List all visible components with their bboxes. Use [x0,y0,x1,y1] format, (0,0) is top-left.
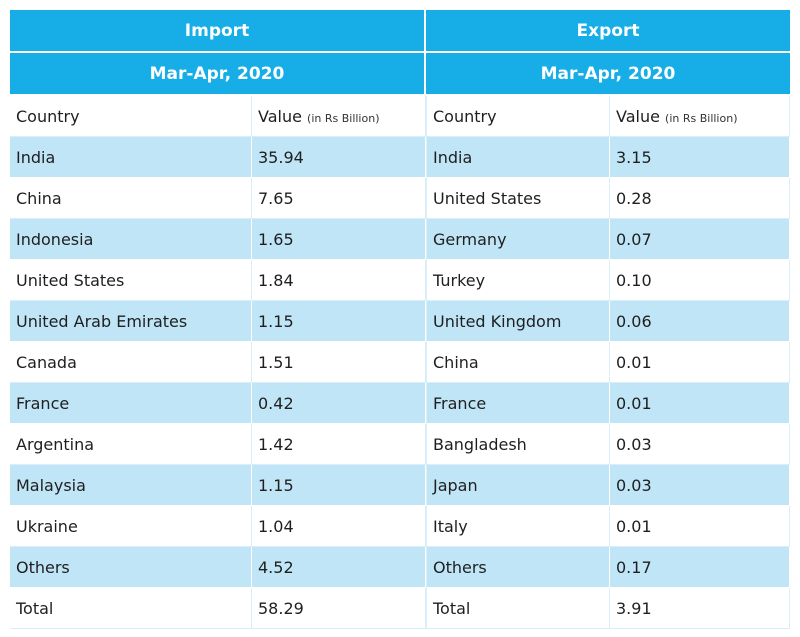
export-country-cell: Germany [426,219,610,260]
table-row: India 35.94 India 3.15 [10,137,790,178]
export-value-cell: 3.15 [610,137,790,178]
export-country-cell: China [426,342,610,383]
export-country-col-header: Country [426,96,610,137]
table-row: France 0.42 France 0.01 [10,383,790,424]
import-country-cell: France [10,383,252,424]
export-value-col-header: Value (in Rs Billion) [610,96,790,137]
export-value-cell: 0.01 [610,506,790,547]
export-value-cell: 0.28 [610,178,790,219]
import-value-cell: 0.42 [252,383,426,424]
import-value-cell: 35.94 [252,137,426,178]
export-value-cell: 0.01 [610,342,790,383]
import-country-cell: United States [10,260,252,301]
import-value-cell: 1.15 [252,301,426,342]
export-value-cell: 0.10 [610,260,790,301]
table-row: United States 1.84 Turkey 0.10 [10,260,790,301]
import-value-cell: 1.84 [252,260,426,301]
export-country-cell: Bangladesh [426,424,610,465]
column-header-row: Country Value (in Rs Billion) Country Va… [10,96,790,137]
import-header: Import [10,10,426,53]
import-value-cell: 58.29 [252,588,426,629]
export-country-cell: United States [426,178,610,219]
table-row: United Arab Emirates 1.15 United Kingdom 0.… [10,301,790,342]
import-value-cell: 1.65 [252,219,426,260]
import-value-cell: 7.65 [252,178,426,219]
export-value-cell: 0.03 [610,465,790,506]
import-country-cell: Canada [10,342,252,383]
table-row: Indonesia 1.65 Germany 0.07 [10,219,790,260]
import-value-label: Value [258,106,302,126]
export-country-cell: Italy [426,506,610,547]
table-row: Canada 1.51 China 0.01 [10,342,790,383]
export-country-cell: United Kingdom [426,301,610,342]
import-country-cell: Ukraine [10,506,252,547]
export-country-cell: Japan [426,465,610,506]
table-row: Others 4.52 Others 0.17 [10,547,790,588]
import-value-cell: 1.15 [252,465,426,506]
import-country-cell: United Arab Emirates [10,301,252,342]
export-country-cell: Total [426,588,610,629]
import-country-cell: Argentina [10,424,252,465]
import-country-cell: Malaysia [10,465,252,506]
table-row: China 7.65 United States 0.28 [10,178,790,219]
import-country-cell: China [10,178,252,219]
table-row: Total 58.29 Total 3.91 [10,588,790,629]
export-value-cell: 3.91 [610,588,790,629]
import-country-cell: Others [10,547,252,588]
table-row: Argentina 1.42 Bangladesh 0.03 [10,424,790,465]
import-value-cell: 4.52 [252,547,426,588]
export-country-cell: India [426,137,610,178]
export-country-cell: France [426,383,610,424]
export-value-cell: 0.03 [610,424,790,465]
export-value-cell: 0.06 [610,301,790,342]
export-value-unit: (in Rs Billion) [665,111,738,125]
import-country-col-header: Country [10,96,252,137]
import-country-cell: Indonesia [10,219,252,260]
table-row: Ukraine 1.04 Italy 0.01 [10,506,790,547]
export-country-cell: Others [426,547,610,588]
export-header: Export [426,10,790,53]
import-value-cell: 1.42 [252,424,426,465]
export-value-cell: 0.07 [610,219,790,260]
table-body: Country Value (in Rs Billion) Country Va… [10,96,790,629]
export-value-cell: 0.01 [610,383,790,424]
import-country-cell: Total [10,588,252,629]
export-country-cell: Turkey [426,260,610,301]
table-row: Malaysia 1.15 Japan 0.03 [10,465,790,506]
export-period: Mar-Apr, 2020 [426,53,790,96]
export-value-label: Value [616,106,660,126]
import-value-col-header: Value (in Rs Billion) [252,96,426,137]
import-value-cell: 1.04 [252,506,426,547]
import-country-cell: India [10,137,252,178]
export-value-cell: 0.17 [610,547,790,588]
import-period: Mar-Apr, 2020 [10,53,426,96]
import-value-cell: 1.51 [252,342,426,383]
import-value-unit: (in Rs Billion) [307,111,380,125]
trade-table: Import Export Mar-Apr, 2020 Mar-Apr, 202… [10,10,790,629]
